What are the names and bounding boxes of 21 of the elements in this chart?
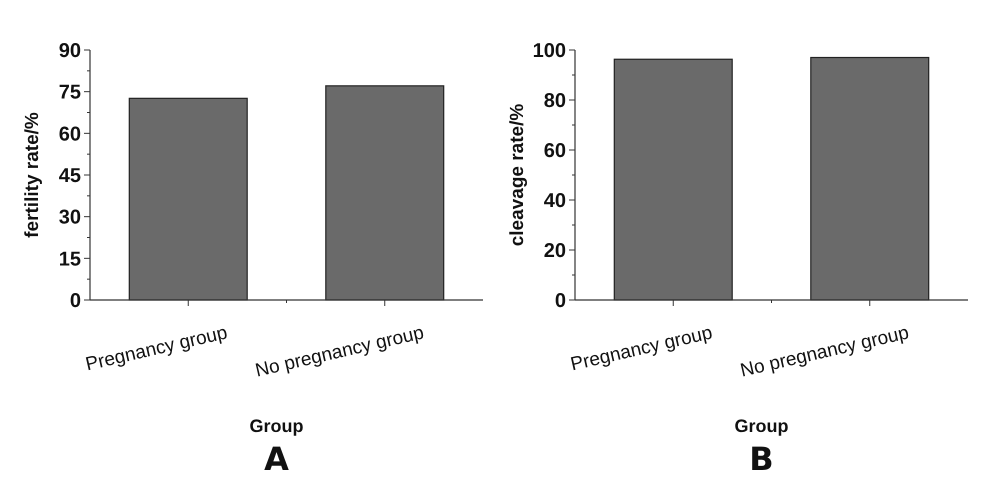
y-axis-title: cleavage rate/% (507, 104, 528, 246)
y-tick-label: 60 (544, 140, 566, 162)
y-tick-label: 20 (544, 240, 566, 262)
y-tick-label: 45 (58, 165, 81, 187)
x-axis-title: Group (734, 416, 788, 436)
x-axis-title: Group (250, 416, 304, 436)
y-tick-label: 15 (58, 248, 81, 270)
y-tick-label: 0 (70, 290, 81, 312)
y-tick-label: 0 (554, 290, 566, 312)
y-tick-label: 60 (58, 123, 81, 146)
y-axis-title: fertility rate/% (22, 112, 43, 238)
y-tick-label: 75 (58, 82, 81, 104)
y-tick-label: 40 (544, 190, 566, 212)
text: A (264, 440, 290, 478)
text: B (749, 440, 774, 478)
y-tick-label: 90 (58, 40, 81, 62)
x-tick-label: Pregnancy group (568, 322, 714, 376)
y-tick-label: 30 (58, 206, 81, 229)
y-tick-label: 100 (532, 40, 566, 62)
x-tick-label: Pregnancy group (84, 322, 230, 376)
y-tick-label: 80 (544, 90, 566, 112)
